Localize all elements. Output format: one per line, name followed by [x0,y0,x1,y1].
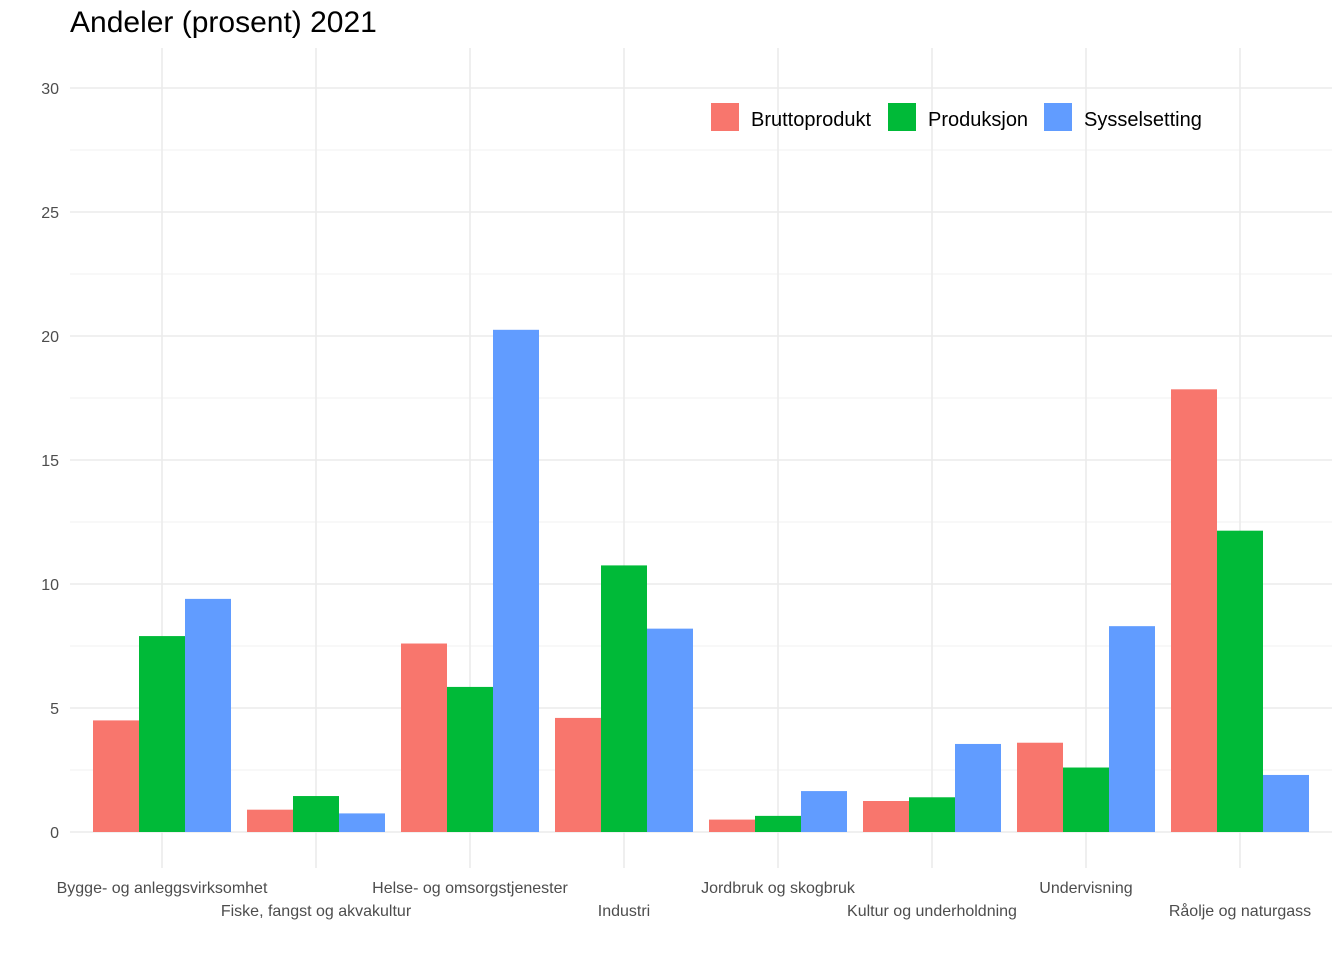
legend: Bruttoprodukt Produksjon Sysselsetting [711,103,1202,131]
legend-label-bruttoprodukt: Bruttoprodukt [751,109,872,131]
x-tick-label: Industri [598,903,650,920]
grid-lines [70,48,1332,868]
bar-bruttoprodukt-3 [555,717,601,832]
bar-produksjon-4 [755,815,801,832]
y-tick-label: 5 [50,701,59,718]
y-tick-label: 25 [41,205,59,222]
bar-produksjon-0 [139,636,185,832]
chart-title: Andeler (prosent) 2021 [70,6,377,39]
bar-bruttoprodukt-2 [401,643,447,832]
bar-produksjon-1 [293,796,339,832]
bar-bruttoprodukt-5 [863,801,909,832]
x-tick-label: Kultur og underholdning [847,903,1017,920]
x-axis-tick-labels: Bygge- og anleggsvirksomhet Fiske, fangst… [57,880,1312,920]
legend-key-produksjon [888,103,916,131]
bar-sysselsetting-0 [185,598,231,832]
bar-produksjon-5 [909,797,955,832]
bar-bruttoprodukt-7 [1171,389,1217,832]
bar-produksjon-2 [447,686,493,832]
y-tick-label: 10 [41,577,59,594]
y-tick-label: 0 [50,825,59,842]
bar-produksjon-7 [1217,530,1263,832]
x-tick-label: Undervisning [1039,880,1132,897]
bar-sysselsetting-4 [801,791,847,832]
y-tick-label: 20 [41,329,59,346]
bar-sysselsetting-2 [493,329,539,832]
bar-sysselsetting-3 [647,628,693,832]
x-tick-label: Råolje og naturgass [1169,902,1311,920]
bar-bruttoprodukt-0 [93,720,139,832]
bar-sysselsetting-6 [1109,626,1155,832]
bar-bruttoprodukt-6 [1017,742,1063,832]
bar-bruttoprodukt-4 [709,819,755,832]
x-tick-label: Bygge- og anleggsvirksomhet [57,880,268,897]
y-tick-label: 30 [41,81,59,98]
legend-key-bruttoprodukt [711,103,739,131]
bar-produksjon-6 [1063,767,1109,832]
x-tick-label: Jordbruk og skogbruk [701,880,856,897]
bars [93,329,1309,832]
legend-key-sysselsetting [1044,103,1072,131]
bar-produksjon-3 [601,565,647,832]
bar-sysselsetting-7 [1263,774,1309,832]
legend-label-sysselsetting: Sysselsetting [1084,109,1202,131]
x-tick-label: Helse- og omsorgstjenester [372,880,568,897]
bar-sysselsetting-1 [339,813,385,832]
x-tick-label: Fiske, fangst og akvakultur [221,903,412,920]
bar-sysselsetting-5 [955,743,1001,832]
bar-bruttoprodukt-1 [247,809,293,832]
legend-label-produksjon: Produksjon [928,109,1028,131]
y-axis-tick-labels: 0 5 10 15 20 25 30 [41,81,59,842]
y-tick-label: 15 [41,453,59,470]
